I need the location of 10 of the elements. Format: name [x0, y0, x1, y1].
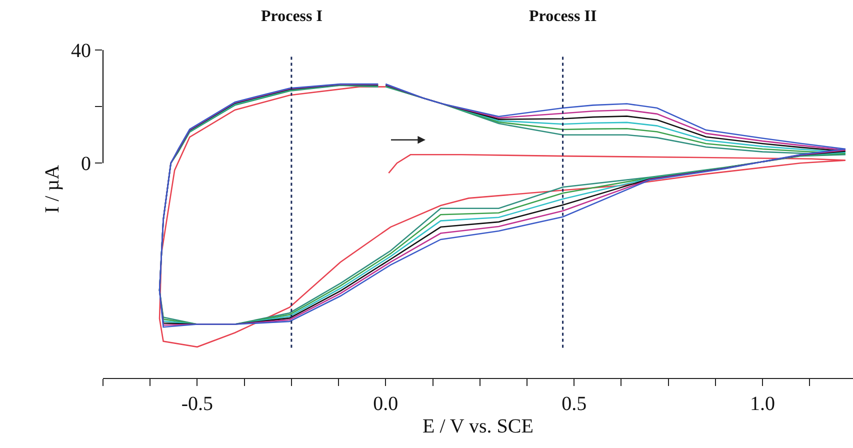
ref-line-label: Process II — [529, 8, 597, 25]
x-tick-label: 0.0 — [373, 393, 398, 415]
x-tick-label: -0.5 — [181, 393, 214, 415]
x-axis-title: E / V vs. SCE — [422, 416, 534, 438]
x-tick-label: 0.5 — [562, 393, 587, 415]
y-tick-label: 0 — [81, 153, 91, 176]
x-tick-label: 1.0 — [750, 393, 776, 415]
ref-line-label: Process I — [261, 8, 322, 25]
y-tick-label: 40 — [71, 40, 91, 62]
y-axis-title: I / µA — [42, 164, 64, 214]
